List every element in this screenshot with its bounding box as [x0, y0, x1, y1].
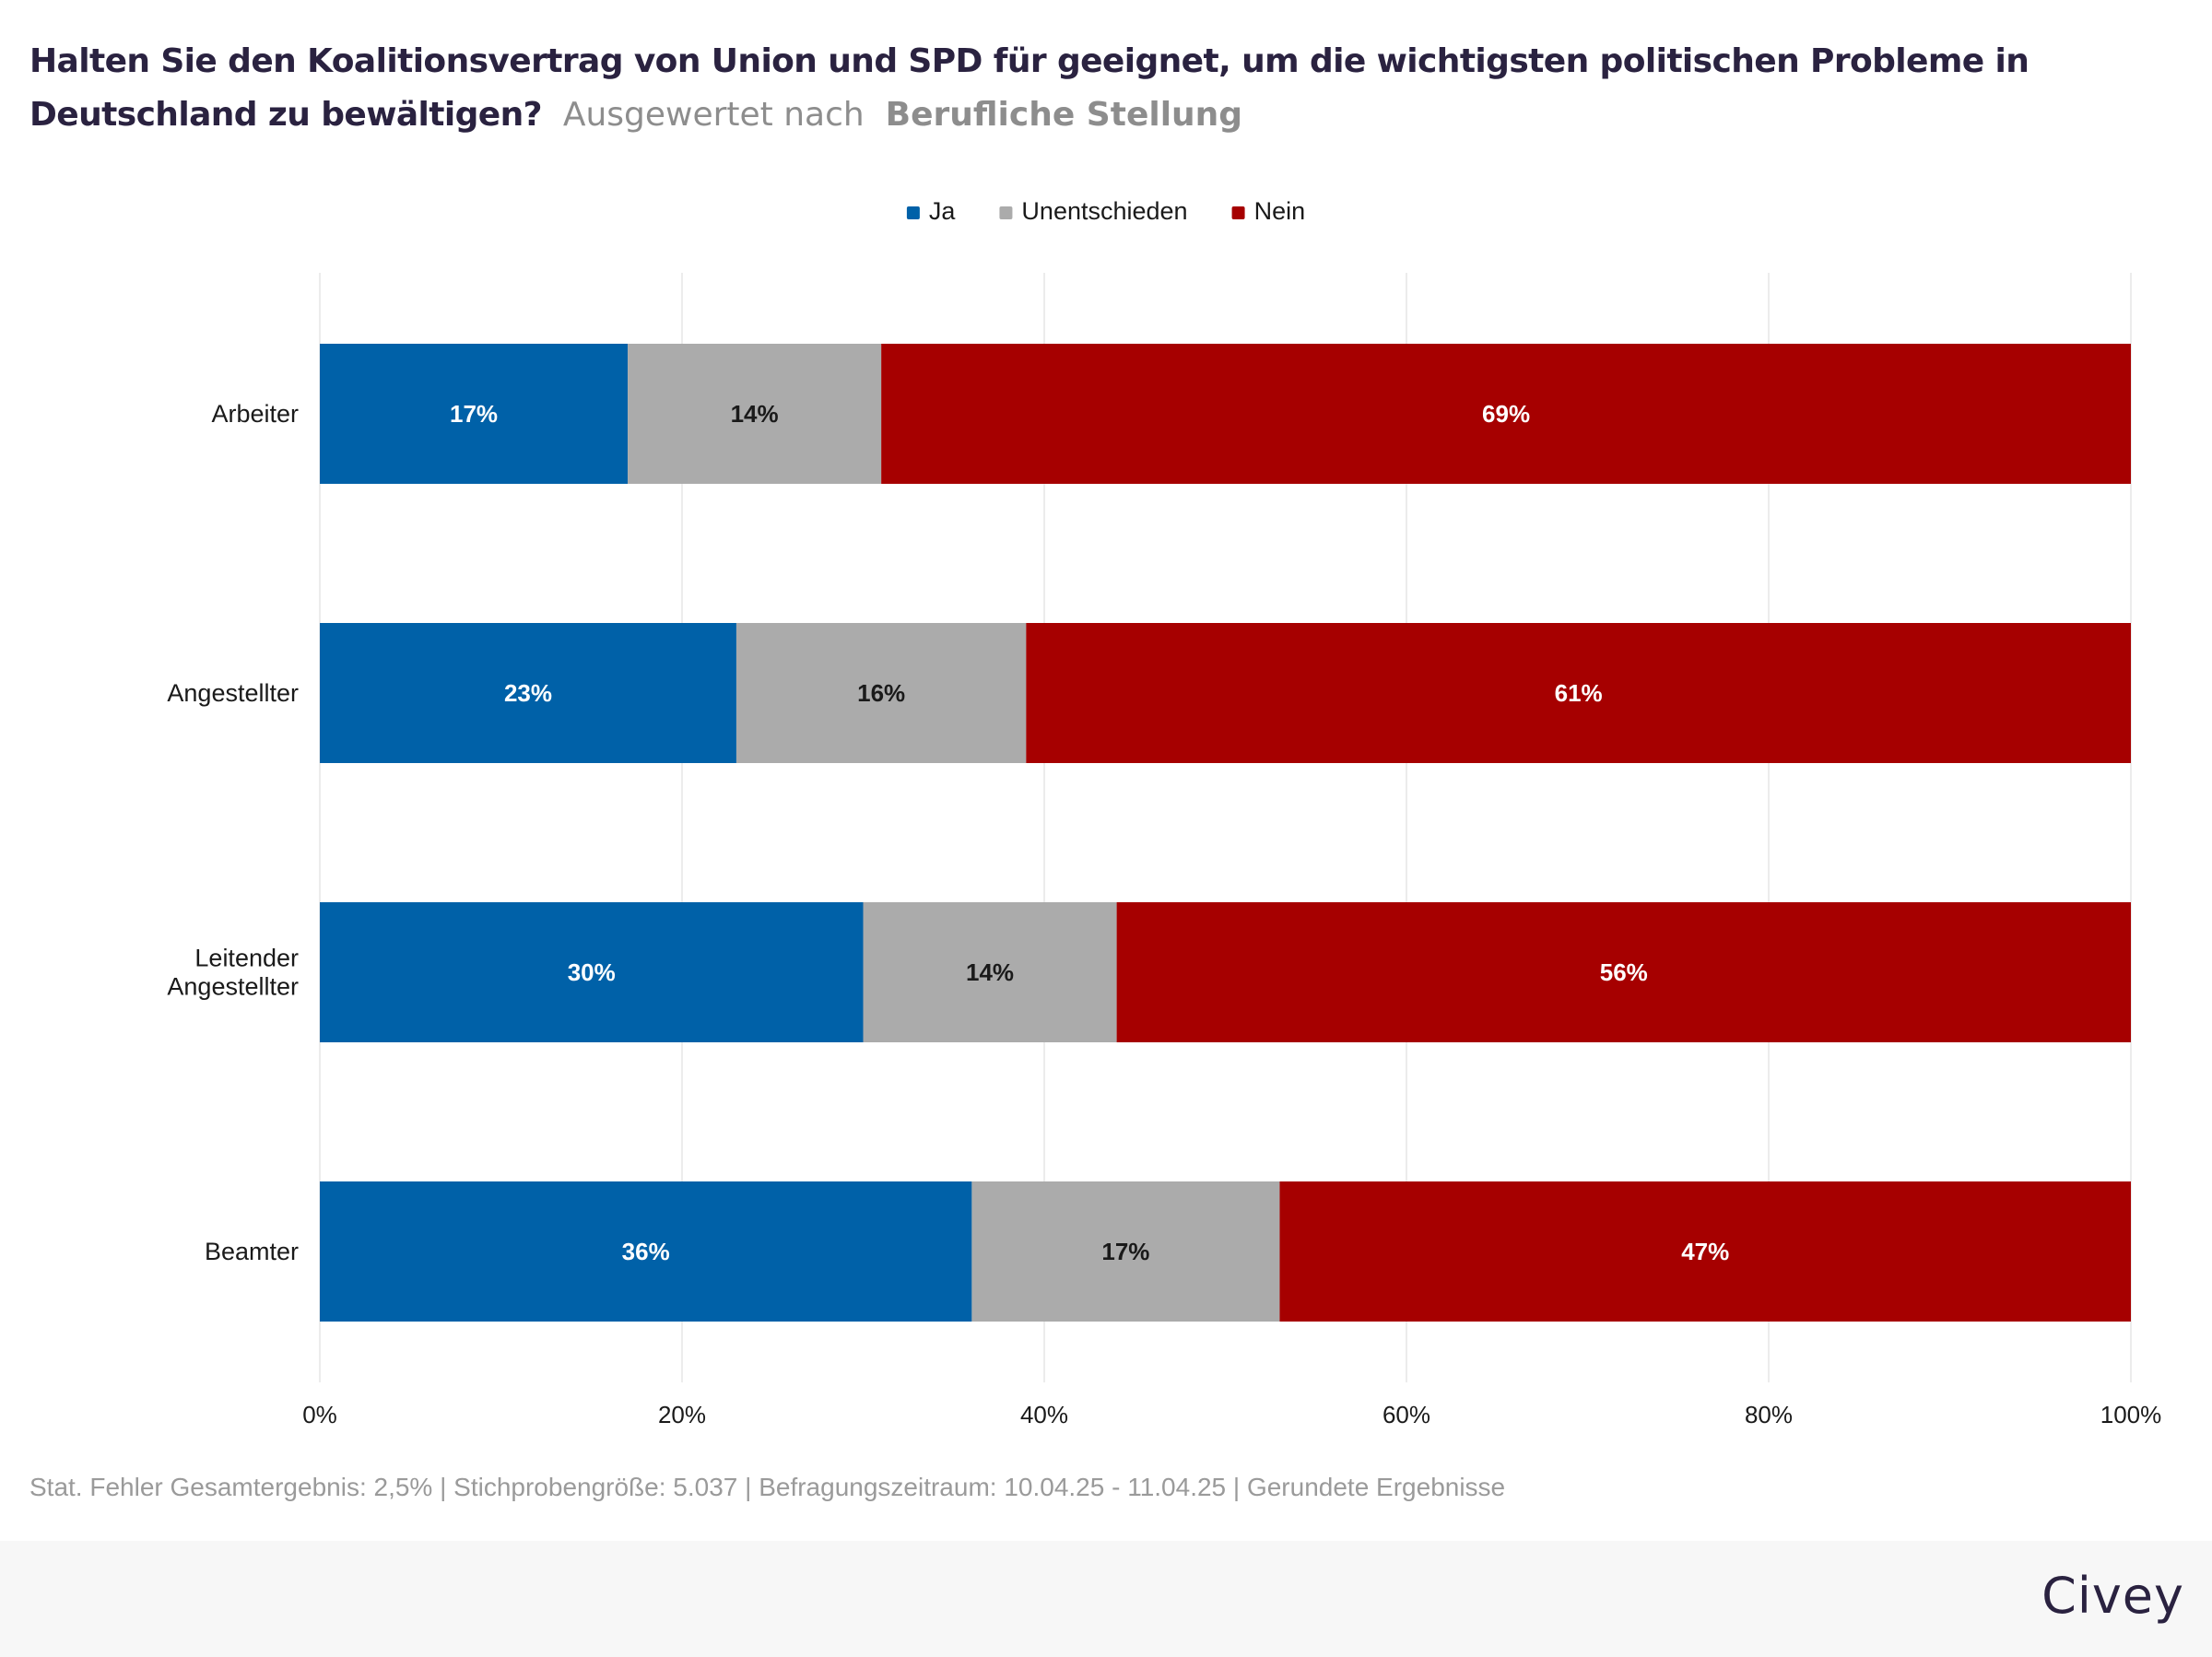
category-label: Leitender Angestellter [167, 945, 299, 1001]
legend-swatch [906, 206, 920, 219]
bars: 17% 14% 69% 23% 16% 61% 30% 14% 56% 36% 17% 47% [320, 344, 2131, 1322]
bar-ja-3 [320, 1181, 972, 1322]
bar-ja-1 [320, 623, 736, 763]
data-label: 47% [1681, 1238, 1729, 1265]
data-label: 17% [1101, 1238, 1149, 1265]
bar-nein-0 [881, 344, 2131, 484]
legend: Ja Unentschieden Nein [906, 197, 1306, 225]
x-tick-label: 80% [1745, 1401, 1793, 1428]
chart-title-group: Berufliche Stellung [885, 96, 1243, 134]
footer-band [0, 1541, 2212, 1657]
category-label-line: Leitender [194, 945, 299, 972]
chart-title-question: Halten Sie den Koalitionsvertrag von Uni… [29, 42, 2030, 134]
footnote: Stat. Fehler Gesamtergebnis: 2,5% | Stic… [29, 1473, 1506, 1501]
bar-ja-0 [320, 344, 629, 484]
legend-item-2: Nein [1231, 197, 1306, 225]
legend-swatch [1231, 206, 1245, 219]
x-tick-label: 100% [2100, 1401, 2162, 1428]
category-label-line: Angestellter [167, 973, 299, 1001]
x-tick-label: 20% [658, 1401, 706, 1428]
data-label: 14% [731, 400, 779, 428]
data-label: 14% [966, 958, 1014, 986]
bar-nein-3 [1279, 1181, 2131, 1322]
legend-item-0: Ja [906, 197, 957, 225]
data-label: 69% [1482, 400, 1530, 428]
data-label: 36% [622, 1238, 670, 1265]
bar-unentschieden-1 [735, 623, 1027, 763]
x-tick-label: 0% [302, 1401, 337, 1428]
legend-label: Unentschieden [1021, 197, 1187, 225]
bar-nein-1 [1026, 623, 2131, 763]
x-tick-label: 40% [1020, 1401, 1068, 1428]
chart-title: Halten Sie den Koalitionsvertrag von Uni… [29, 35, 2177, 142]
category-label-line: Arbeiter [211, 400, 299, 428]
x-tick-label: 60% [1382, 1401, 1430, 1428]
stacked-bar-chart: Ja Unentschieden Nein 17% 14% 69% 23% 16% 61% 30… [167, 197, 2161, 1428]
data-label: 61% [1555, 679, 1603, 707]
bar-ja-2 [320, 902, 864, 1042]
data-label: 30% [568, 958, 616, 986]
data-label: 16% [857, 679, 905, 707]
category-label-line: Angestellter [167, 679, 299, 707]
category-label: Arbeiter [211, 400, 299, 428]
chart-title-separator: Ausgewertet nach [562, 96, 865, 134]
x-axis-ticks: 0% 20% 40% 60% 80% 100% [302, 1401, 2161, 1428]
bar-unentschieden-0 [628, 344, 882, 484]
civey-logo: Civey [2041, 1567, 2184, 1625]
bar-unentschieden-2 [863, 902, 1117, 1042]
category-label: Beamter [205, 1238, 299, 1265]
data-label: 23% [504, 679, 552, 707]
category-label-line: Beamter [205, 1238, 299, 1265]
legend-swatch [999, 206, 1013, 219]
legend-label: Ja [929, 197, 957, 225]
legend-label: Nein [1254, 197, 1306, 225]
category-label: Angestellter [167, 679, 299, 707]
bar-nein-2 [1116, 902, 2131, 1042]
data-label: 17% [450, 400, 498, 428]
legend-item-1: Unentschieden [999, 197, 1188, 225]
bar-unentschieden-3 [971, 1181, 1280, 1322]
data-label: 56% [1600, 958, 1648, 986]
